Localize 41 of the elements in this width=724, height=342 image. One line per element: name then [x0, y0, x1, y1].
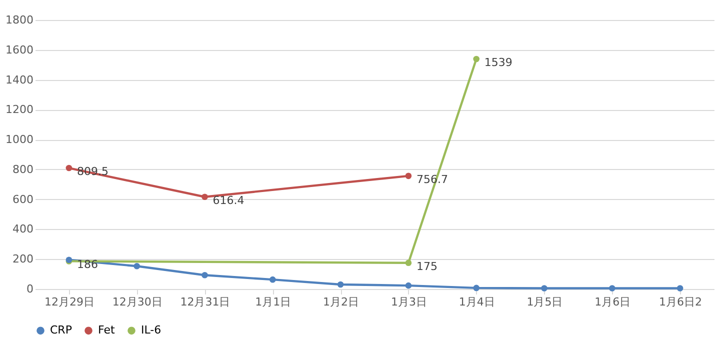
point: [676, 285, 684, 292]
x-tick-label: 1月4日: [458, 296, 495, 308]
point: [405, 172, 412, 180]
y-tick-label: 200: [12, 252, 34, 266]
point: [608, 285, 616, 292]
y-tick-label: 600: [12, 192, 34, 206]
x-tick-label: 1月1日: [255, 296, 292, 308]
legend-label: IL-6: [141, 324, 162, 337]
x-tick-label: 12月30日: [112, 296, 162, 308]
y-tick-label: 1000: [6, 133, 34, 146]
point: [405, 260, 412, 266]
point: [202, 272, 208, 278]
legend-label: CRP: [50, 324, 72, 337]
y-tick-label: 0: [26, 282, 34, 296]
point: [405, 282, 412, 289]
point: [202, 194, 208, 200]
point: [269, 276, 276, 283]
point: [541, 285, 548, 292]
y-tick-label: 400: [12, 222, 34, 236]
x-tick-label: 1月2日: [323, 296, 360, 308]
data-label: 616.4: [212, 194, 244, 207]
x-tick-label: 1月5日: [526, 296, 563, 308]
x-tick-label: 1月6日2: [659, 296, 702, 308]
y-tick-label: 1800: [6, 14, 34, 26]
y-tick-label: 1200: [6, 103, 34, 116]
data-label: 186: [76, 258, 98, 272]
x-tick-label: 1月6日: [594, 296, 631, 308]
point: [66, 164, 72, 172]
x-tick-label: 12月29日: [44, 296, 94, 308]
data-label: 175: [416, 260, 438, 273]
data-label: 1539: [484, 56, 512, 70]
y-tick-label: 800: [12, 162, 34, 176]
point: [134, 262, 140, 270]
y-tick-label: 1600: [6, 43, 34, 56]
y-tick-label: 1400: [6, 73, 34, 86]
legend-label: Fet: [98, 324, 116, 337]
point: [473, 56, 480, 62]
point: [473, 284, 480, 292]
x-tick-label: 1月3日: [390, 296, 427, 308]
x-tick-label: 12月31日: [180, 296, 230, 308]
point: [337, 281, 344, 288]
